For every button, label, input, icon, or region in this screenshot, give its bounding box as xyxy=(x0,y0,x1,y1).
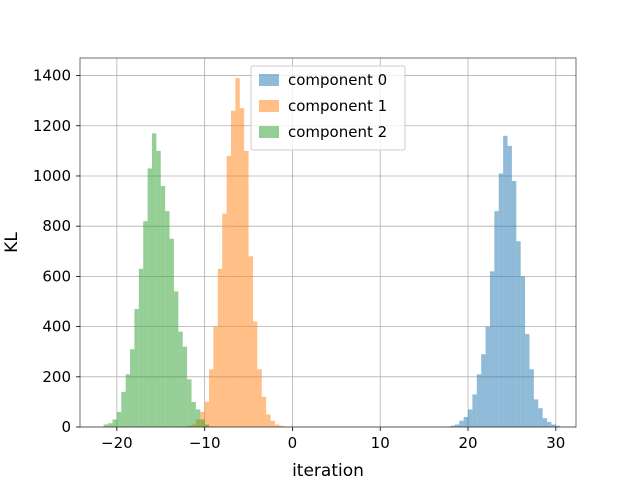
y-tick-label: 1200 xyxy=(33,117,71,135)
histogram-bar xyxy=(498,173,504,427)
histogram-bar xyxy=(239,108,245,428)
histogram-bar xyxy=(476,374,482,427)
series-1-bars xyxy=(187,78,284,428)
histogram-bar xyxy=(525,334,530,427)
x-tick-label: 0 xyxy=(288,434,298,452)
histogram-bar xyxy=(270,420,275,427)
histogram-bar xyxy=(257,369,262,427)
histogram-bar xyxy=(520,276,526,427)
histogram-bar xyxy=(169,238,174,427)
histogram-bar xyxy=(143,221,148,427)
legend-label: component 0 xyxy=(288,71,387,89)
histogram-bar xyxy=(213,326,218,427)
histogram-bar xyxy=(103,424,109,427)
histogram-bar xyxy=(156,150,161,427)
histogram-bar xyxy=(454,424,460,427)
histogram-bar xyxy=(222,213,227,427)
x-axis-label: iteration xyxy=(292,461,364,480)
y-tick-label: 400 xyxy=(42,318,71,336)
histogram-bar xyxy=(472,394,477,427)
histogram-bar xyxy=(226,155,231,428)
histogram-bar xyxy=(178,331,183,427)
histogram-bar xyxy=(489,271,495,427)
histogram-bar xyxy=(173,291,179,427)
histogram-bar xyxy=(279,425,284,427)
histogram-bar xyxy=(151,133,157,427)
histogram-bar xyxy=(217,268,223,427)
histogram-bar xyxy=(529,369,534,427)
y-axis-label: KL xyxy=(2,232,22,253)
histogram-bar xyxy=(108,423,113,427)
histogram-bar xyxy=(147,168,152,427)
histogram-bar xyxy=(266,414,271,427)
histogram-bar xyxy=(463,416,469,427)
legend-label: component 1 xyxy=(288,97,387,115)
histogram-bar xyxy=(121,391,126,427)
histogram-bar xyxy=(503,135,508,427)
histogram-bar xyxy=(468,409,473,427)
histogram-bar xyxy=(138,268,144,427)
histogram-bar xyxy=(187,379,192,427)
y-tick-label: 200 xyxy=(42,368,71,386)
histogram-bars xyxy=(103,78,561,428)
histogram-bar xyxy=(195,409,201,427)
histogram-bar xyxy=(555,425,561,427)
histogram-bar xyxy=(125,374,131,427)
x-tick-label: 20 xyxy=(458,434,477,452)
y-tick-label: 1400 xyxy=(33,67,71,85)
legend-box xyxy=(250,65,406,151)
y-tick-label: 0 xyxy=(61,418,71,436)
histogram-bar xyxy=(274,424,280,427)
x-tick-label: 10 xyxy=(371,434,390,452)
legend: component 0 component 1 component 2 xyxy=(250,65,406,151)
histogram-bar xyxy=(551,424,556,427)
histogram-bar xyxy=(165,211,170,427)
y-tick-label: 800 xyxy=(42,217,71,235)
histogram-bar xyxy=(230,110,236,427)
legend-swatch xyxy=(259,74,279,86)
histogram-bar xyxy=(261,396,267,427)
histogram-bar xyxy=(200,419,205,427)
axis-ticks: −20 −10 0 10 20 30 0 200 400 600 800 1000 1200 1400 xyxy=(33,67,566,452)
histogram-bar xyxy=(511,181,517,427)
histogram-bar xyxy=(248,256,253,427)
histogram-bar xyxy=(134,309,139,427)
histogram-bar xyxy=(160,186,166,427)
legend-swatch xyxy=(259,126,279,138)
legend-label: component 2 xyxy=(288,123,387,141)
x-tick-label: −20 xyxy=(101,434,133,452)
histogram-bar xyxy=(252,321,258,427)
histogram-bar xyxy=(547,421,552,427)
histogram-bar xyxy=(244,150,249,427)
y-tick-label: 1000 xyxy=(33,167,71,185)
histogram-bar xyxy=(204,401,210,427)
histogram-bar xyxy=(191,401,196,427)
series-0-bars xyxy=(450,135,561,427)
histogram-bar xyxy=(485,326,490,427)
histogram-bar xyxy=(533,399,539,427)
histogram-bar xyxy=(459,420,464,427)
series-2-bars xyxy=(103,133,210,427)
legend-swatch xyxy=(259,100,279,112)
histogram-bar xyxy=(204,424,210,427)
histogram-bar xyxy=(209,369,214,427)
histogram-bar xyxy=(494,211,499,427)
x-tick-label: 30 xyxy=(546,434,565,452)
histogram-bar xyxy=(542,418,548,427)
histogram-bar xyxy=(450,425,455,427)
histogram-bar xyxy=(130,349,135,427)
histogram-bar xyxy=(507,145,512,427)
x-tick-label: −10 xyxy=(189,434,221,452)
histogram-bar xyxy=(112,419,117,427)
histogram-bar xyxy=(116,411,122,427)
histogram-bar xyxy=(516,241,521,427)
histogram-bar xyxy=(182,346,188,427)
plot-frame xyxy=(79,57,577,428)
histogram-bar xyxy=(235,78,240,427)
histogram-bar xyxy=(538,408,543,427)
histogram-bar xyxy=(481,354,486,427)
y-tick-label: 600 xyxy=(42,267,71,285)
